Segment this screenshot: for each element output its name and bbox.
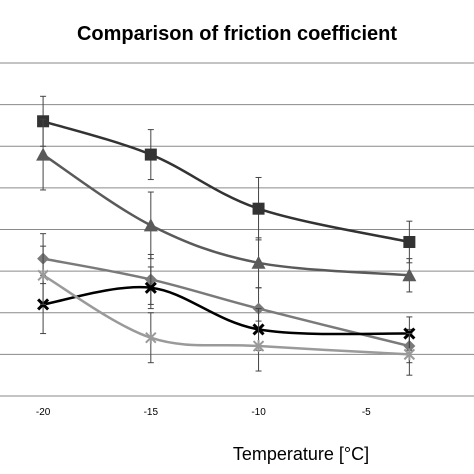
data-point-square [144,148,157,161]
data-point-triangle [251,255,266,269]
x-tick-label: -15 [144,407,159,418]
data-point-square [252,202,265,215]
data-point-star [403,348,416,361]
x-tick-label: -5 [362,407,371,418]
series-layer [36,95,417,376]
chart-title: Comparison of friction coefficient [77,23,397,45]
x-tick-label: -10 [251,407,266,418]
series-line [42,153,410,277]
series-line [42,285,410,336]
data-point-star [145,331,157,344]
series-line [42,257,410,348]
x-tick-label: -20 [36,407,51,418]
series-square [37,95,416,264]
data-point-star [252,340,265,353]
x-tick-labels: -20 -15 -10 -5 [36,407,371,418]
data-point-cross [144,281,157,294]
series-triangle [36,118,417,293]
data-point-square [403,235,416,248]
series-line [42,274,410,356]
x-axis-label: Temperature [°C] [233,444,369,464]
series-star [37,245,416,376]
data-point-triangle [402,268,417,282]
series-line [42,120,410,244]
gridlines [0,62,474,355]
series-diamond [37,233,416,364]
data-point-triangle [143,218,158,232]
data-point-triangle [36,147,51,161]
data-point-star [37,269,49,282]
